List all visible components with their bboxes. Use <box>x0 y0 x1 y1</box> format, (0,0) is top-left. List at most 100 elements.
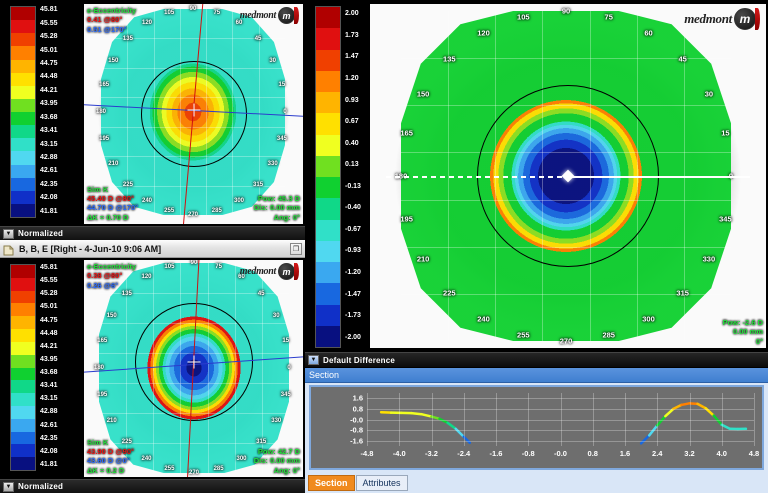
scale-swatch <box>11 190 35 204</box>
window-titlebar-mid: B, B, E [Right - 4-Jun-10 9:06 AM] ❐ <box>0 240 305 258</box>
degree-label: 300 <box>642 314 655 324</box>
chart-ytick-label: -1.6 <box>350 436 363 446</box>
scale-swatch <box>11 431 35 445</box>
section-plot[interactable]: -4.8 -4.0 -3.2 -2.4 -1.6 -0.8 -0.0 0.8 1.6 2.4 3.2… <box>350 393 759 458</box>
section-plot-area[interactable]: -4.8 -4.0 -3.2 -2.4 -1.6 -0.8 -0.0 0.8 1.6 2.4 3.2… <box>309 385 764 470</box>
chart-gridline-y <box>367 398 754 400</box>
brand-text: medmont <box>684 11 732 26</box>
eccentricity-title: e-Eccentricity <box>87 6 137 15</box>
chart-gridline-y <box>367 430 754 432</box>
center-crosshair[interactable] <box>187 355 200 369</box>
chart-gridline-x <box>463 393 465 446</box>
scale-swatch <box>11 444 35 458</box>
chart-gridline-x <box>399 393 401 446</box>
center-crosshair[interactable] <box>187 103 200 117</box>
chart-curve-segment <box>664 407 675 418</box>
scale-tick-label: 0.13 <box>345 161 359 169</box>
brand-swoosh-icon <box>755 8 760 30</box>
chart-xtick-label: -4.8 <box>360 449 374 458</box>
scale-tick-label: 44.75 <box>40 59 58 67</box>
default-difference-label: Default Difference <box>323 355 396 365</box>
chevron-down-icon[interactable]: ▼ <box>3 228 14 239</box>
degree-label: 225 <box>443 288 456 298</box>
scale-tick-label: 42.88 <box>40 154 58 162</box>
difference-map-panel: 2.00 1.73 1.47 1.20 0.93 0.67 0.40 0.13 -0.13 -0.… <box>305 0 768 352</box>
chart-gridline-y <box>367 440 754 442</box>
degree-label: 75 <box>215 263 222 270</box>
chart-gridline-x <box>592 393 594 446</box>
degree-label: 315 <box>253 181 264 188</box>
color-scale-top: 45.81 45.55 45.28 45.01 44.75 44.48 44.21 43.95… <box>0 0 305 240</box>
readout-distance: Dis: 0.00 mm <box>253 203 300 213</box>
degree-label: 270 <box>559 336 573 346</box>
corneal-map-difference[interactable]: 9010575120601354515030165151800195345210… <box>370 4 766 348</box>
brand-text: medmont <box>239 10 277 21</box>
section-line-right[interactable] <box>568 176 751 178</box>
degree-label: 75 <box>604 12 613 22</box>
degree-label: 60 <box>644 28 653 38</box>
chart-gridline-x <box>754 393 755 446</box>
medmont-logo: medmont m <box>240 263 299 280</box>
degree-label: 60 <box>238 274 245 281</box>
color-scale-swatches <box>10 6 36 218</box>
eccentricity-value-2: 0.51 @170° <box>87 24 127 34</box>
axial-map-panel-mid: B, B, E [Right - 4-Jun-10 9:06 AM] ❐ 45.… <box>0 240 305 493</box>
corneal-map-top[interactable]: 90 105 75 120 60 135 45 150 30 165 15 180 0 195 345 210… <box>84 4 303 224</box>
degree-label: 15 <box>721 128 730 138</box>
chevron-down-icon[interactable]: ▼ <box>3 481 14 492</box>
scale-tick-label: 0.93 <box>345 96 359 104</box>
scale-tick-label: 45.81 <box>40 264 58 272</box>
scale-swatch <box>11 59 35 73</box>
chart-curve-segment <box>656 414 667 427</box>
simk-title: Sim K <box>87 437 109 447</box>
scale-swatch <box>316 49 340 71</box>
scale-tick-label: 42.88 <box>40 408 58 416</box>
scale-swatch <box>11 265 35 278</box>
scale-swatch <box>11 290 35 304</box>
degree-label: 15 <box>282 337 290 344</box>
corneal-map-mid[interactable]: 90 105 75 120 60 135 45 150 30 165 15 180 0 195 345 210… <box>84 260 303 477</box>
degree-label: 345 <box>719 214 732 224</box>
chart-curve-segment <box>688 402 699 406</box>
scale-tick-label: -0.40 <box>345 204 361 212</box>
brand-mark-icon: m <box>734 8 756 30</box>
degree-label: 330 <box>702 254 716 263</box>
scale-swatch <box>316 28 340 50</box>
color-scale-swatches <box>10 264 36 471</box>
tab-attributes[interactable]: Attributes <box>355 475 408 491</box>
scale-swatch <box>316 198 340 220</box>
scale-tick-label: 41.81 <box>40 460 58 468</box>
simk-title: Sim K <box>87 184 109 194</box>
degree-label: 270 <box>188 470 200 476</box>
degree-label: 285 <box>213 466 224 473</box>
simk-overlay-mid: Sim K 43.90 D @90° 43.60 D @0° ΔK = 0.2 … <box>87 438 134 476</box>
normalized-label: Normalized <box>18 482 64 491</box>
difference-scale-bar[interactable]: ▼ Default Difference <box>305 352 768 367</box>
chart-gridline-x <box>528 393 530 446</box>
degree-label: 75 <box>213 9 221 16</box>
scale-swatch <box>11 203 35 217</box>
brand-swoosh-icon <box>294 263 299 280</box>
degree-label: 285 <box>211 208 222 215</box>
simk-value-1: 45.40 D @80° <box>87 193 135 203</box>
degree-label: 90 <box>190 260 198 266</box>
scale-tick-label: -1.47 <box>345 290 361 298</box>
scale-tick-label: -1.20 <box>345 269 361 277</box>
chart-xtick-label: -1.6 <box>489 449 503 458</box>
chart-xtick-label: 4.0 <box>716 449 727 458</box>
section-line-left[interactable] <box>385 176 568 178</box>
degree-label: 150 <box>108 57 119 64</box>
degree-label: 345 <box>280 392 291 399</box>
degree-label: 180 <box>93 365 105 371</box>
normalized-bar-top[interactable]: ▼ Normalized <box>0 226 305 240</box>
simk-delta: ΔK = 0.2 D <box>87 465 125 475</box>
chevron-down-icon[interactable]: ▼ <box>308 355 319 365</box>
degree-label: 255 <box>164 208 175 215</box>
maximize-button[interactable]: ❐ <box>290 242 302 255</box>
chart-ytick-label: 1.6 <box>352 393 363 403</box>
degree-label: 195 <box>400 214 413 224</box>
scale-swatch <box>316 113 340 135</box>
normalized-bar-mid[interactable]: ▼ Normalized <box>0 479 305 493</box>
tab-section[interactable]: Section <box>308 475 355 491</box>
degree-label: 180 <box>95 109 107 115</box>
